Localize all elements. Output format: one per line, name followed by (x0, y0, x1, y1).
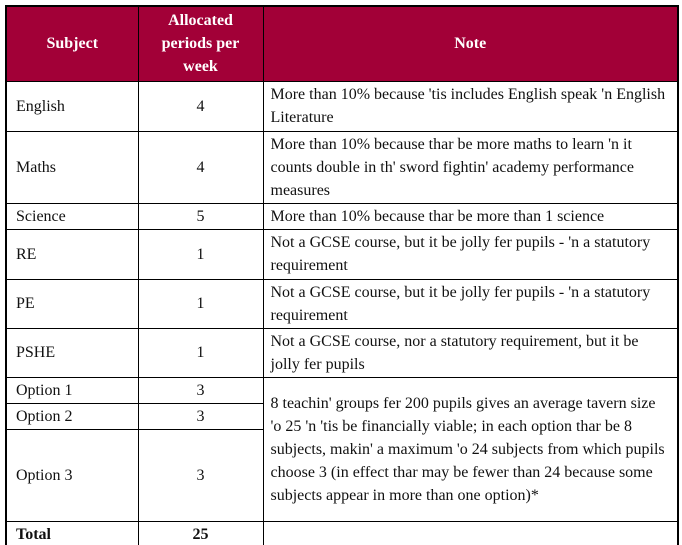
table-row-pshe: PSHE 1 Not a GCSE course, nor a statutor… (5, 327, 679, 378)
periods-cell: 4 (137, 130, 264, 204)
subject-cell: Option 2 (5, 402, 139, 430)
note-cell: Not a GCSE course, nor a statutory requi… (262, 327, 679, 378)
subject-cell: Option 3 (5, 428, 139, 522)
note-cell: Not a GCSE course, but it be jolly fer p… (262, 278, 679, 329)
periods-cell: 1 (137, 228, 264, 280)
note-cell: Not a GCSE course, but it be jolly fer p… (262, 228, 679, 280)
subject-cell: RE (5, 228, 139, 280)
note-cell: More than 10% because thar be more maths… (262, 130, 679, 204)
note-cell: More than 10% because 'tis includes Engl… (262, 80, 679, 132)
header-periods: Allocated periods per week (137, 5, 264, 82)
periods-cell: 4 (137, 80, 264, 132)
table-row-science: Science 5 More than 10% because thar be … (5, 202, 679, 230)
subject-cell: Science (5, 202, 139, 230)
table-row-maths: Maths 4 More than 10% because thar be mo… (5, 130, 679, 204)
total-periods-cell: 25 (137, 520, 264, 545)
total-note-cell-empty (262, 520, 679, 545)
note-cell-options-merged: 8 teachin' groups fer 200 pupils gives a… (262, 376, 679, 522)
subject-cell: Option 1 (5, 376, 139, 404)
header-subject: Subject (5, 5, 139, 82)
table-row-pe: PE 1 Not a GCSE course, but it be jolly … (5, 278, 679, 329)
periods-cell: 1 (137, 327, 264, 378)
total-label-cell: Total (5, 520, 139, 545)
subject-cell: PSHE (5, 327, 139, 378)
subject-cell: English (5, 80, 139, 132)
table-row-option-3: Option 3 3 (5, 428, 678, 522)
table-row-re: RE 1 Not a GCSE course, but it be jolly … (5, 228, 679, 280)
periods-cell: 3 (137, 376, 264, 404)
periods-cell: 3 (137, 402, 264, 430)
periods-cell: 3 (137, 428, 264, 522)
header-note: Note (262, 5, 679, 82)
subject-cell: PE (5, 278, 139, 329)
allocation-table: Subject Allocated periods per week Note … (5, 5, 679, 545)
table-row-option-1: Option 1 3 8 teachin' groups fer 200 pup… (5, 376, 679, 522)
table-row-english: English 4 More than 10% because 'tis inc… (5, 80, 679, 132)
header-row: Subject Allocated periods per week Note (5, 5, 679, 82)
table-row-total: Total 25 (5, 520, 679, 545)
table-row-option-2: Option 2 3 (5, 402, 678, 430)
subject-cell: Maths (5, 130, 139, 204)
periods-cell: 1 (137, 278, 264, 329)
note-cell: More than 10% because thar be more than … (262, 202, 679, 230)
periods-cell: 5 (137, 202, 264, 230)
